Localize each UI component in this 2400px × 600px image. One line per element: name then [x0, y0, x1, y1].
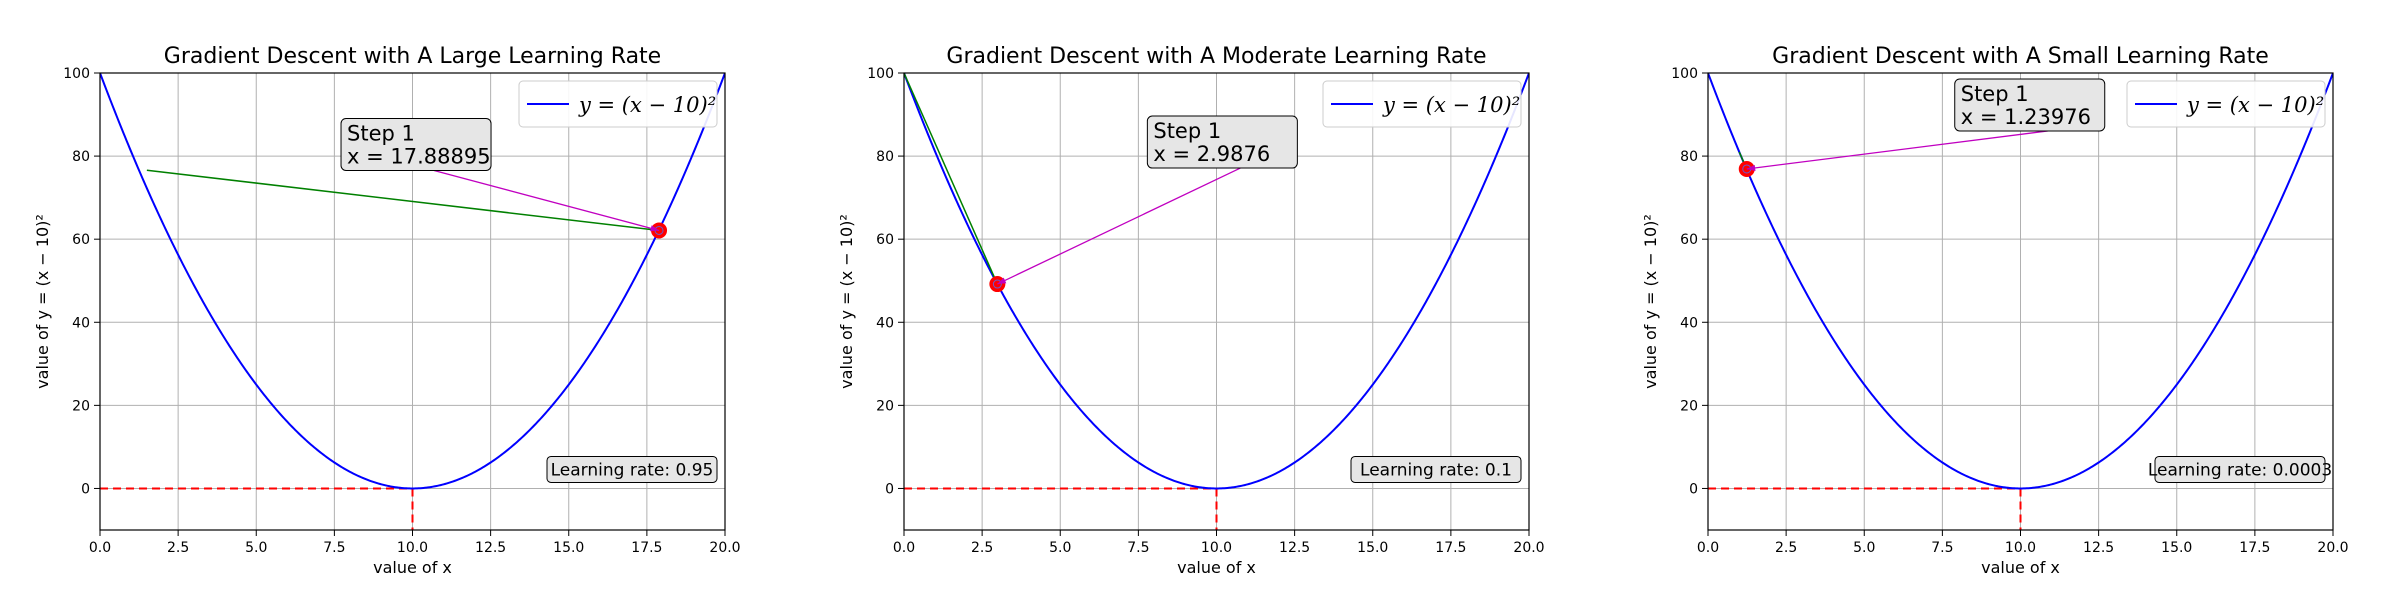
- chart-panel-2: 0.0 2.5 5.0 7.5 10.0 12.5 15.0 17.5 20.0 0 20 40 60 8…: [837, 44, 1545, 577]
- y-tick-label: 0: [81, 481, 90, 497]
- x-tick-label: 0.0: [89, 540, 111, 556]
- x-tick-label: 17.5: [1435, 540, 1466, 556]
- x-tick-label: 0.0: [893, 540, 915, 556]
- legend-label: y = (x − 10)²: [2186, 93, 2324, 117]
- y-tick-label: 0: [1689, 481, 1698, 497]
- x-tick-label: 15.0: [2161, 540, 2192, 556]
- x-tick-label: 5.0: [1853, 540, 1875, 556]
- annotation-step: Step 1: [347, 121, 415, 145]
- y-tick-label: 100: [63, 66, 90, 82]
- chart-title: Gradient Descent with A Moderate Learnin…: [946, 44, 1486, 69]
- x-tick-label: 7.5: [323, 540, 345, 556]
- y-axis-label: value of y = (x − 10)²: [837, 214, 856, 389]
- axes-frame: [1707, 72, 2334, 531]
- x-tick-label: 20.0: [709, 540, 740, 556]
- annotation-x-value: x = 17.88895: [347, 144, 491, 168]
- series-curve: [1708, 73, 2333, 490]
- gradient-step-line: [904, 73, 999, 285]
- legend-label: y = (x − 10)²: [578, 93, 716, 117]
- chart-title: Gradient Descent with A Small Learning R…: [1772, 44, 2269, 69]
- gradient-step-line: [146, 169, 660, 232]
- x-tick-label: 2.5: [971, 540, 993, 556]
- y-tick-label: 60: [1680, 232, 1698, 248]
- annotation-arrowhead: [1746, 164, 1756, 171]
- learning-rate-box: [2154, 455, 2326, 483]
- current-point-ring: [992, 279, 1002, 289]
- annotation-box: [340, 117, 492, 171]
- annotation-step: Step 1: [1153, 119, 1221, 143]
- y-tick-label: 80: [876, 149, 894, 165]
- y-tick-label: 100: [867, 66, 894, 82]
- x-tick-label: 5.0: [1049, 540, 1071, 556]
- x-tick-label: 17.5: [2239, 540, 2270, 556]
- chart-panel-1: 0.0 2.5 5.0 7.5 10.0 12.5 15.0 17.5 20.0 0 20 40 60 8…: [33, 44, 741, 577]
- x-axis-label: value of x: [1177, 558, 1256, 577]
- annotation-arrowhead: [650, 225, 660, 232]
- x-tick-label: 12.5: [1279, 540, 1310, 556]
- y-tick-label: 20: [72, 398, 90, 414]
- x-tick-label: 20.0: [1513, 540, 1544, 556]
- x-tick-label: 7.5: [1127, 540, 1149, 556]
- learning-rate-label: Learning rate: 0.95: [551, 460, 714, 480]
- annotation-box: [1146, 115, 1298, 169]
- x-tick-label: 10.0: [397, 540, 428, 556]
- learning-rate-label: Learning rate: 0.0003: [2148, 460, 2332, 480]
- x-axis-label: value of x: [373, 558, 452, 577]
- legend-label: y = (x − 10)²: [1382, 93, 1520, 117]
- y-tick-label: 40: [1680, 315, 1698, 331]
- x-tick-label: 2.5: [1775, 540, 1797, 556]
- series-curve: [100, 73, 725, 490]
- legend-box: [1322, 80, 1522, 128]
- x-tick-label: 20.0: [2317, 540, 2348, 556]
- y-tick-label: 80: [1680, 149, 1698, 165]
- annotation-x-value: x = 1.23976: [1961, 105, 2091, 129]
- y-tick-label: 40: [72, 315, 90, 331]
- axes-frame: [903, 72, 1530, 531]
- y-axis-label: value of y = (x − 10)²: [33, 214, 52, 389]
- x-axis-label: value of x: [1981, 558, 2060, 577]
- y-tick-label: 80: [72, 149, 90, 165]
- x-tick-label: 12.5: [2083, 540, 2114, 556]
- annotation-arrow: [433, 169, 660, 232]
- x-tick-label: 10.0: [1201, 540, 1232, 556]
- x-tick-label: 7.5: [1931, 540, 1953, 556]
- y-tick-label: 20: [876, 398, 894, 414]
- axes-frame: [99, 72, 726, 531]
- learning-rate-box: [1350, 455, 1522, 483]
- y-tick-label: 60: [876, 232, 894, 248]
- annotation-arrow: [997, 167, 1241, 285]
- annotation-arrowhead: [997, 277, 1007, 285]
- x-tick-label: 0.0: [1697, 540, 1719, 556]
- learning-rate-label: Learning rate: 0.1: [1360, 460, 1512, 480]
- annotation-x-value: x = 2.9876: [1153, 142, 1270, 166]
- legend-box: [2126, 80, 2326, 128]
- chart-panel-3: 0.0 2.5 5.0 7.5 10.0 12.5 15.0 17.5 20.0 0 20 40 60 8…: [1641, 44, 2349, 577]
- x-tick-label: 17.5: [631, 540, 662, 556]
- y-tick-label: 100: [1671, 66, 1698, 82]
- y-tick-label: 20: [1680, 398, 1698, 414]
- annotation-arrow: [1746, 130, 2048, 170]
- x-tick-label: 15.0: [553, 540, 584, 556]
- y-tick-label: 60: [72, 232, 90, 248]
- x-tick-label: 5.0: [245, 540, 267, 556]
- annotation-box: [1954, 78, 2106, 132]
- y-tick-label: 40: [876, 315, 894, 331]
- y-axis-label: value of y = (x − 10)²: [1641, 214, 1660, 389]
- x-tick-label: 15.0: [1357, 540, 1388, 556]
- annotation-step: Step 1: [1961, 82, 2029, 106]
- x-tick-label: 2.5: [167, 540, 189, 556]
- y-tick-label: 0: [885, 481, 894, 497]
- learning-rate-box: [546, 455, 718, 483]
- x-tick-label: 12.5: [475, 540, 506, 556]
- series-curve: [904, 73, 1529, 490]
- chart-title: Gradient Descent with A Large Learning R…: [164, 44, 661, 69]
- legend-box: [518, 80, 718, 128]
- x-tick-label: 10.0: [2005, 540, 2036, 556]
